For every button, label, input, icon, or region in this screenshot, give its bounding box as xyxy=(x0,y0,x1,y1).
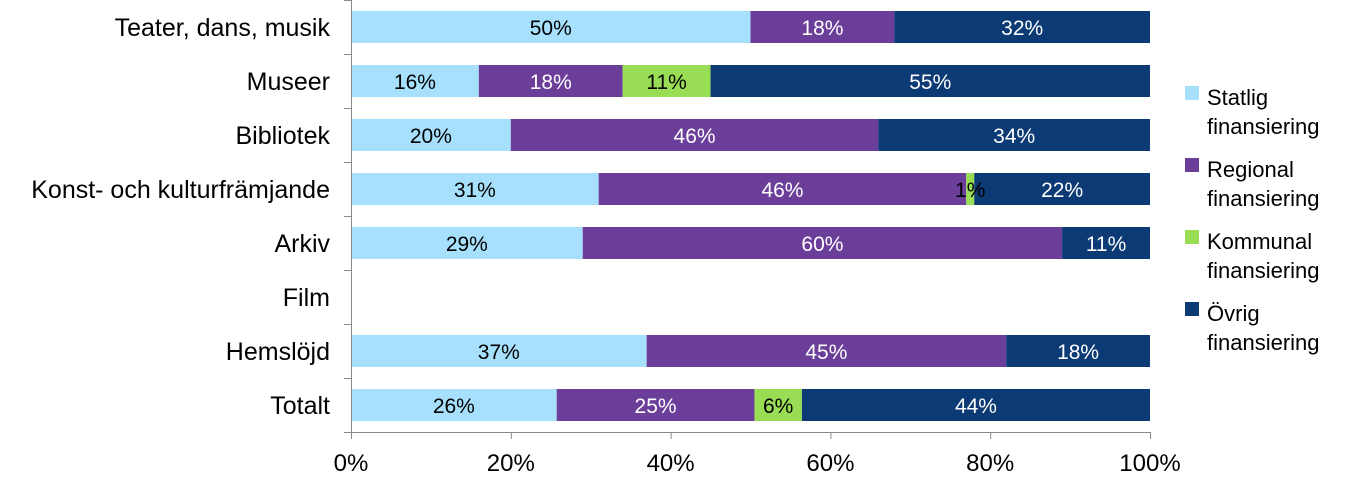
category-label: Arkiv xyxy=(274,230,330,258)
legend-label: Övrig xyxy=(1207,301,1260,326)
bar-value-label: 34% xyxy=(993,125,1035,148)
bar-segment xyxy=(556,389,755,421)
bars-layer xyxy=(351,11,1150,421)
bar-segment xyxy=(750,11,895,43)
bar-segment xyxy=(710,65,1150,97)
x-tick-label: 40% xyxy=(647,450,695,477)
x-tick-label: 80% xyxy=(966,450,1014,477)
bar-segment xyxy=(351,173,599,205)
legend-label: finansiering xyxy=(1207,186,1320,211)
bar-value-label: 29% xyxy=(446,233,488,256)
bar-value-label: 46% xyxy=(761,179,803,202)
bar-segment xyxy=(894,11,1150,43)
bar-value-label: 18% xyxy=(801,17,843,40)
legend-item: Övrig finansiering xyxy=(1185,301,1320,355)
category-labels-layer: Teater, dans, musik Museer Bibliotek Konst-… xyxy=(31,14,330,420)
bar-value-label: 16% xyxy=(394,71,436,94)
bar-segment xyxy=(622,65,711,97)
legend-label: Regional xyxy=(1207,157,1294,182)
bar-value-label: 45% xyxy=(805,341,847,364)
legend-swatch xyxy=(1185,158,1199,172)
x-tick-label: 100% xyxy=(1119,450,1180,477)
legend-label: finansiering xyxy=(1207,258,1320,283)
bar-segment xyxy=(878,119,1150,151)
bar-value-label: 46% xyxy=(674,125,716,148)
bar-value-label: 60% xyxy=(801,233,843,256)
bar-value-label: 32% xyxy=(1001,17,1043,40)
bar-value-label: 11% xyxy=(646,71,686,94)
bar-segment xyxy=(1062,227,1150,259)
bar-value-label: 44% xyxy=(955,395,997,418)
bar-segment xyxy=(351,335,647,367)
bar-value-label: 11% xyxy=(1086,233,1126,256)
bar-value-label: 18% xyxy=(1057,341,1099,364)
legend-item: Kommunal finansiering xyxy=(1185,229,1320,283)
legend-swatch xyxy=(1185,230,1199,244)
bar-value-label: 18% xyxy=(530,71,572,94)
bar-value-label: 6% xyxy=(763,395,793,418)
bar-segment xyxy=(351,11,751,43)
legend: StatligfinansieringRegionalfinansieringK… xyxy=(1185,85,1320,355)
legend-swatch xyxy=(1185,302,1199,316)
legend-item: Regional finansiering xyxy=(1185,157,1320,211)
bar-segment xyxy=(801,389,1150,421)
category-label: Bibliotek xyxy=(236,122,331,150)
legend-item: Statlig finansiering xyxy=(1185,85,1320,139)
bar-segment xyxy=(351,119,511,151)
bar-value-label: 26% xyxy=(433,395,475,418)
bar-segment xyxy=(351,65,479,97)
category-label: Museer xyxy=(247,68,330,96)
bar-segment xyxy=(966,173,975,205)
bar-value-label: 1% xyxy=(955,179,985,202)
category-label: Konst- och kulturfrämjande xyxy=(31,176,330,204)
bar-segment xyxy=(974,173,1150,205)
bar-value-label: 55% xyxy=(909,71,951,94)
bar-segment xyxy=(646,335,1007,367)
category-label: Totalt xyxy=(270,392,330,420)
bar-segment xyxy=(351,389,557,421)
legend-label: finansiering xyxy=(1207,114,1320,139)
bar-labels-layer: 50% 18% 32% 16% 18% 11% 55% 20% 46% 34% 31% 46% 1% 22… xyxy=(394,17,1126,418)
bar-value-label: 22% xyxy=(1041,179,1083,202)
legend-label: Statlig xyxy=(1207,85,1268,110)
category-label: Hemslöjd xyxy=(226,338,330,366)
bar-segment xyxy=(598,173,967,205)
bar-segment xyxy=(754,389,802,421)
legend-label: finansiering xyxy=(1207,330,1320,355)
category-label: Film xyxy=(283,284,330,312)
bar-segment xyxy=(478,65,623,97)
bar-value-label: 37% xyxy=(478,341,520,364)
bar-value-label: 25% xyxy=(635,395,677,418)
legend-swatch xyxy=(1185,86,1199,100)
x-tick-label: 20% xyxy=(487,450,535,477)
category-label: Teater, dans, musik xyxy=(115,14,331,42)
bar-segment xyxy=(1006,335,1150,367)
bar-segment xyxy=(510,119,879,151)
bar-segment xyxy=(351,227,583,259)
x-tick-label: 60% xyxy=(806,450,854,477)
x-tick-label: 0% xyxy=(334,450,369,477)
bar-segment xyxy=(582,227,1063,259)
bar-value-label: 20% xyxy=(410,125,452,148)
axes-layer xyxy=(344,0,1151,439)
tick-labels-layer: 0% 20% 40% 60% 80% 100% xyxy=(334,450,1181,477)
legend-label: Kommunal xyxy=(1207,229,1312,254)
bar-value-label: 31% xyxy=(454,179,496,202)
bar-value-label: 50% xyxy=(530,17,572,40)
